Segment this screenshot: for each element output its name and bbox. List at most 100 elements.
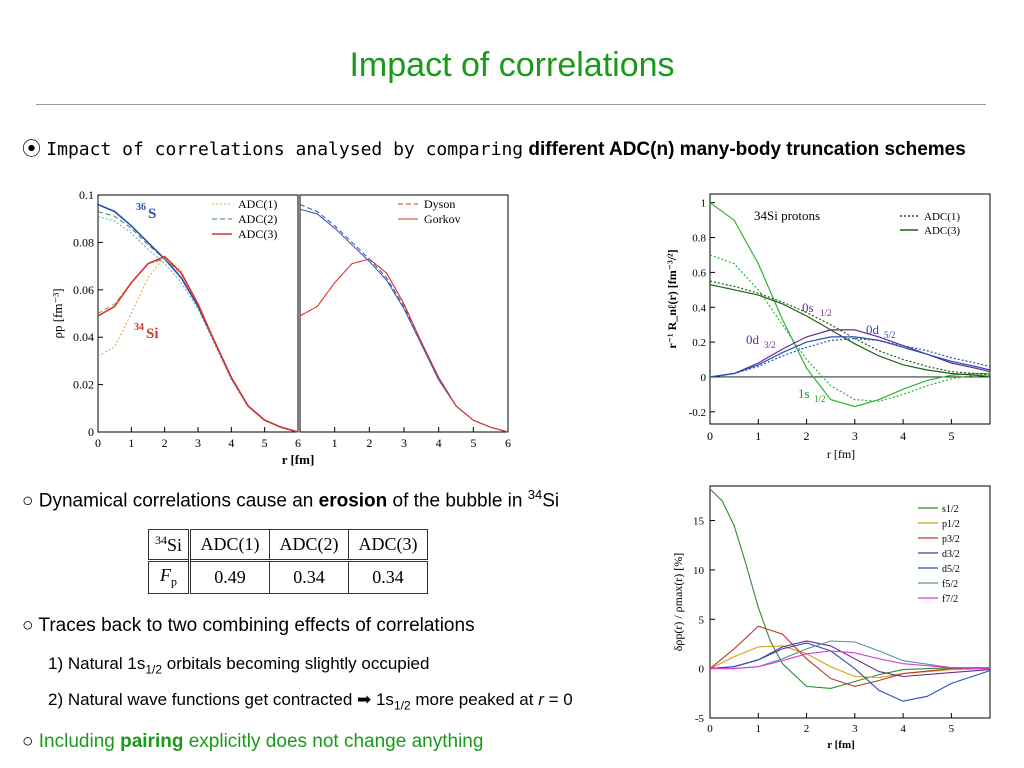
nucleus-label-34Si-mass: 34	[134, 322, 144, 333]
main-bullet-bold: different ADC(n) many-body truncation sc…	[528, 139, 966, 160]
orbital-label-sub: 1/2	[814, 394, 826, 404]
y-tick-label: 0.08	[73, 235, 94, 249]
y-axis-label: r⁻¹ R_nℓ(r) [fm⁻³/²]	[665, 249, 679, 348]
x-tick-label: 4	[228, 436, 234, 450]
y-tick-label: 0.6	[692, 267, 706, 279]
legend-label: ADC(1)	[924, 211, 960, 223]
x-tick-label: 2	[804, 429, 810, 443]
right-arrow-icon: ➡	[357, 690, 372, 709]
series-line-d52	[709, 642, 991, 702]
x-tick-label: 3	[852, 723, 858, 735]
radio-bullet-icon: ⦿	[22, 139, 42, 160]
series-line-d32	[709, 640, 991, 678]
x-axis-label: r [fm]	[282, 452, 315, 467]
title-divider	[36, 104, 986, 105]
legend-label: Gorkov	[424, 212, 461, 226]
x-tick-label: 0	[95, 436, 101, 450]
table-row-label: Fp	[147, 560, 192, 594]
x-tick-label: 4	[900, 723, 906, 735]
erosion-bullet: ○ Dynamical correlations cause an erosio…	[22, 487, 560, 512]
series-line-36S-ADC1	[97, 215, 299, 433]
series-line-0s1/2-ADC1	[709, 280, 991, 376]
nucleus-label-36S-mass: 36	[136, 202, 146, 213]
legend-label: ADC(3)	[238, 227, 277, 241]
series-line-36S-ADC2	[97, 211, 299, 433]
legend-label: f7/2	[942, 594, 958, 605]
x-tick-label: 5	[262, 436, 268, 450]
series-line-0d5/2-ADC3	[709, 329, 991, 378]
orbital-label-sub: 1/2	[820, 308, 832, 318]
plot-frame	[299, 194, 509, 433]
density-chart: 00.020.040.060.080.10 1 2 3 4 5 6r [fm]ρp [fm⁻…	[50, 188, 315, 467]
series-line-34Si-Gorkov	[299, 258, 509, 433]
y-tick-label: 0	[699, 664, 705, 676]
orbital-label-0s12: 0s	[802, 300, 814, 315]
x-tick-label: 3	[401, 436, 407, 450]
series-line-0d3/2-ADC3	[709, 336, 991, 378]
plot-frame	[709, 193, 991, 425]
series-line-36S-Gorkov	[299, 208, 509, 433]
table-row: Fp 0.49 0.34 0.34	[147, 560, 429, 594]
y-tick-label: 0.2	[692, 337, 706, 349]
series-line-0d3/2-ADC1	[709, 337, 991, 378]
legend-label: p1/2	[942, 519, 960, 530]
x-tick-label: 0	[707, 723, 713, 735]
x-tick-label: 2	[804, 723, 810, 735]
x-tick-label: 1	[755, 429, 761, 443]
circle-bullet-icon: ○	[22, 490, 34, 512]
y-tick-label: 0.04	[73, 330, 94, 344]
plot-frame	[709, 485, 991, 719]
orbital-label-sub: 3/2	[764, 340, 776, 350]
x-tick-label: 1	[332, 436, 338, 450]
page-title: Impact of correlations	[349, 46, 675, 84]
table-header-cell: ADC(2)	[269, 529, 350, 561]
legend-label: ADC(3)	[924, 225, 960, 237]
legend-label: ADC(2)	[238, 212, 277, 226]
y-tick-label: 0	[701, 372, 707, 384]
x-tick-label: 5	[948, 429, 954, 443]
series-line-0s1/2-ADC3	[709, 284, 991, 378]
x-tick-label: 6	[295, 436, 301, 450]
x-tick-label: 6	[505, 436, 511, 450]
legend-label: Dyson	[424, 197, 455, 211]
series-line-f72	[710, 650, 991, 670]
effect-item-2: 2) Natural wave functions get contracted…	[48, 690, 573, 713]
table-header-cell: ADC(3)	[348, 529, 429, 561]
nucleus-label-34Si: Si	[146, 326, 159, 342]
y-tick-label: 5	[699, 614, 705, 626]
series-line-34Si-ADC2	[97, 258, 299, 433]
legend-label: d3/2	[942, 549, 960, 560]
table-header-cell: 34Si	[147, 529, 192, 561]
circle-bullet-icon: ○	[22, 615, 34, 636]
nucleus-label-36S: S	[148, 206, 156, 222]
main-bullet-text: Impact of correlations analysed by compa…	[46, 139, 524, 160]
x-tick-label: 3	[852, 429, 858, 443]
x-tick-label: 0	[707, 429, 713, 443]
table-cell: 0.49	[189, 560, 271, 594]
main-bullet: ⦿ Impact of correlations analysed by com…	[22, 134, 966, 161]
orbital-label-0d32: 0d	[746, 332, 760, 347]
y-tick-label: 1	[701, 198, 707, 210]
circle-bullet-icon: ○	[22, 731, 34, 752]
y-tick-label: -0.2	[689, 407, 706, 419]
x-tick-label: 2	[366, 436, 372, 450]
y-tick-label: 0.1	[79, 188, 94, 202]
table-row: 34Si ADC(1) ADC(2) ADC(3)	[147, 529, 429, 561]
legend-label: p3/2	[942, 534, 960, 545]
orbital-label-1s12: 1s	[798, 386, 810, 401]
x-tick-label: 5	[470, 436, 476, 450]
orbital-label-0d52: 0d	[866, 322, 880, 337]
effect-item-1: 1) Natural 1s1/2 orbitals becoming sligh…	[48, 654, 430, 677]
y-tick-label: 0.8	[692, 233, 706, 245]
series-line-34Si-ADC3	[97, 255, 299, 433]
y-tick-label: 0.4	[692, 302, 706, 314]
pairing-bullet: ○ Including pairing explicitly does not …	[22, 731, 484, 752]
table-header-cell: ADC(1)	[189, 529, 271, 561]
y-axis-label: δρp(r) / ρmax(r) [%]	[671, 553, 685, 652]
series-line-1s1/2-ADC1	[709, 254, 990, 402]
orbital-label-sub: 5/2	[884, 330, 896, 340]
x-tick-label: 2	[162, 436, 168, 450]
series-line-1s1/2-ADC3	[709, 202, 990, 408]
